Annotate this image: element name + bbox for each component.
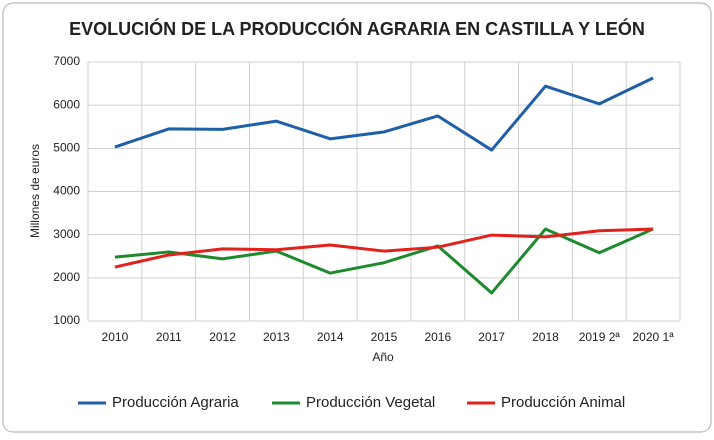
y-tick-label: 2000 [53, 270, 80, 284]
x-tick-label: 2015 [371, 330, 398, 344]
legend-label: Producción Agraria [112, 394, 239, 411]
legend-label: Producción Vegetal [306, 394, 435, 411]
series-line [114, 227, 654, 295]
y-tick-label: 1000 [53, 313, 80, 327]
x-tick-label: 2020 1ª [633, 330, 675, 344]
legend-label: Producción Animal [501, 394, 625, 411]
y-tick-label: 6000 [53, 97, 80, 111]
x-tick-label: 2018 [532, 330, 559, 344]
x-tick-label: 2011 [156, 330, 182, 344]
x-axis-label: Año [372, 350, 394, 364]
x-tick-label: 2019 2ª [579, 330, 621, 344]
chart-title: EVOLUCIÓN DE LA PRODUCCIÓN AGRARIA EN CA… [69, 18, 645, 39]
x-tick-label: 2014 [317, 330, 344, 344]
y-tick-label: 4000 [53, 184, 80, 198]
x-tick-label: 2012 [209, 330, 236, 344]
y-tick-label: 5000 [53, 141, 80, 155]
x-tick-label: 2017 [478, 330, 505, 344]
y-tick-label: 3000 [53, 227, 80, 241]
series-line [114, 76, 654, 152]
x-tick-label: 2013 [263, 330, 290, 344]
x-tick-label: 2016 [424, 330, 451, 344]
y-tick-label: 7000 [53, 54, 80, 68]
y-axis-label: Millones de euros [28, 144, 42, 238]
series-line [114, 227, 654, 269]
x-tick-label: 2010 [102, 330, 129, 344]
